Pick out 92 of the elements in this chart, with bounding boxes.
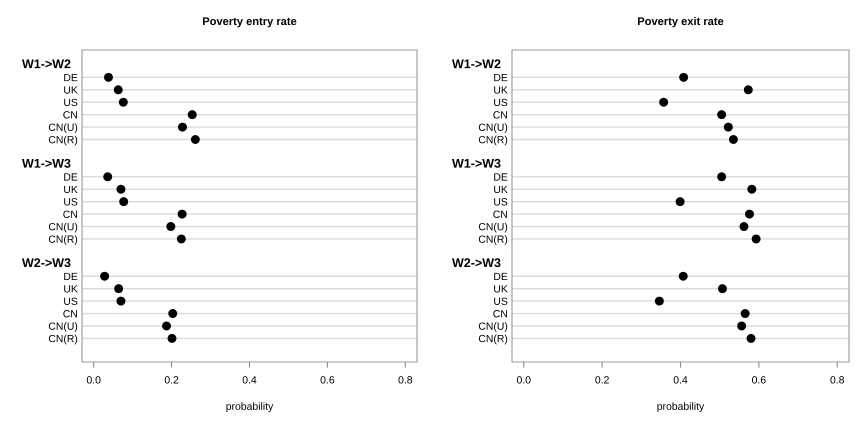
y-tick-label: DE xyxy=(494,74,508,82)
y-tick-label: CN(R) xyxy=(48,136,78,146)
y-tick-label: UK xyxy=(494,186,508,194)
x-tick-label: 0.0 xyxy=(86,376,101,384)
point xyxy=(654,296,664,306)
y-tick-label: UK xyxy=(64,86,78,94)
y-tick-label: CN(U) xyxy=(48,123,78,133)
y-tick-label: DE xyxy=(494,173,508,181)
y-tick-label: CN(R) xyxy=(478,136,508,146)
x-tick-label: 0.4 xyxy=(242,376,256,384)
y-tick-label: US xyxy=(64,198,78,206)
y-tick-label: DE xyxy=(494,272,508,280)
y-tick-label: CN(U) xyxy=(478,123,508,133)
y-tick-label: DE xyxy=(64,74,78,82)
point xyxy=(744,85,753,94)
point xyxy=(118,98,128,107)
point xyxy=(746,334,756,343)
y-tick-label: CN(U) xyxy=(48,222,78,232)
y-tick-label: W2->W3 xyxy=(22,258,71,268)
point xyxy=(739,222,748,232)
point xyxy=(728,135,738,144)
y-tick-label: CN(U) xyxy=(478,322,508,332)
x-tick-label: 0.4 xyxy=(674,376,688,384)
point xyxy=(676,197,685,206)
point xyxy=(679,72,688,82)
y-tick-label: DE xyxy=(64,173,78,181)
y-tick-label: US xyxy=(64,98,78,106)
x-tick-label: 0.2 xyxy=(164,376,178,384)
y-tick-label: US xyxy=(494,98,508,106)
point xyxy=(678,272,688,281)
chart-title: Poverty entry rate xyxy=(203,17,296,28)
point xyxy=(104,72,113,82)
x-tick-label: 0.8 xyxy=(398,376,412,384)
y-tick-label: US xyxy=(64,298,78,305)
point xyxy=(178,210,187,219)
point xyxy=(178,122,187,132)
y-tick-label: CN(R) xyxy=(48,334,78,344)
y-tick-label: US xyxy=(494,298,508,305)
point xyxy=(168,309,178,318)
y-tick-label: CN xyxy=(63,111,77,119)
x-tick-label: 0.6 xyxy=(320,376,334,384)
chart-title: Poverty exit rate xyxy=(638,16,724,28)
point xyxy=(659,98,668,107)
y-tick-label: W1->W2 xyxy=(452,59,500,68)
point xyxy=(166,222,176,232)
point xyxy=(167,334,176,343)
point xyxy=(724,122,733,132)
point xyxy=(718,284,727,294)
point xyxy=(190,135,200,144)
point xyxy=(752,234,761,244)
y-tick-label: US xyxy=(494,198,508,206)
x-axis-title: probability xyxy=(657,402,704,412)
y-tick-label: W1->W2 xyxy=(22,59,70,68)
y-tick-label: CN xyxy=(493,210,507,218)
point xyxy=(717,172,726,182)
x-axis-title: probability xyxy=(226,402,274,412)
y-tick-label: CN(R) xyxy=(48,235,78,245)
y-tick-label: CN xyxy=(63,310,77,318)
point xyxy=(176,234,186,244)
point xyxy=(100,272,110,281)
point xyxy=(717,110,726,120)
x-tick-label: 0.8 xyxy=(830,376,844,384)
x-tick-label: 0.2 xyxy=(595,376,609,384)
y-tick-label: CN xyxy=(63,210,77,218)
point xyxy=(740,309,750,318)
x-tick-label: 0.6 xyxy=(752,376,766,384)
y-tick-label: CN(R) xyxy=(478,334,508,344)
y-tick-label: CN(U) xyxy=(478,222,508,232)
point xyxy=(744,210,754,219)
point xyxy=(737,321,746,330)
y-tick-label: W2->W3 xyxy=(452,258,501,268)
point xyxy=(119,197,128,206)
point xyxy=(116,184,126,194)
point xyxy=(116,296,126,306)
y-tick-label: UK xyxy=(64,186,78,194)
y-tick-label: CN(R) xyxy=(478,235,508,245)
y-tick-label: W1->W3 xyxy=(452,158,501,168)
x-tick-label: 0.0 xyxy=(516,376,531,384)
y-tick-label: CN xyxy=(493,310,507,318)
y-tick-label: UK xyxy=(64,285,78,293)
point xyxy=(747,184,756,194)
y-tick-label: CN xyxy=(493,111,507,119)
y-tick-label: UK xyxy=(494,86,508,94)
point xyxy=(188,110,197,120)
y-tick-label: W1->W3 xyxy=(22,158,71,168)
point xyxy=(114,85,123,94)
y-tick-label: UK xyxy=(494,285,508,293)
y-tick-label: DE xyxy=(64,272,78,280)
point xyxy=(103,172,112,182)
point xyxy=(114,284,124,294)
point xyxy=(162,321,172,330)
y-tick-label: CN(U) xyxy=(48,322,78,332)
